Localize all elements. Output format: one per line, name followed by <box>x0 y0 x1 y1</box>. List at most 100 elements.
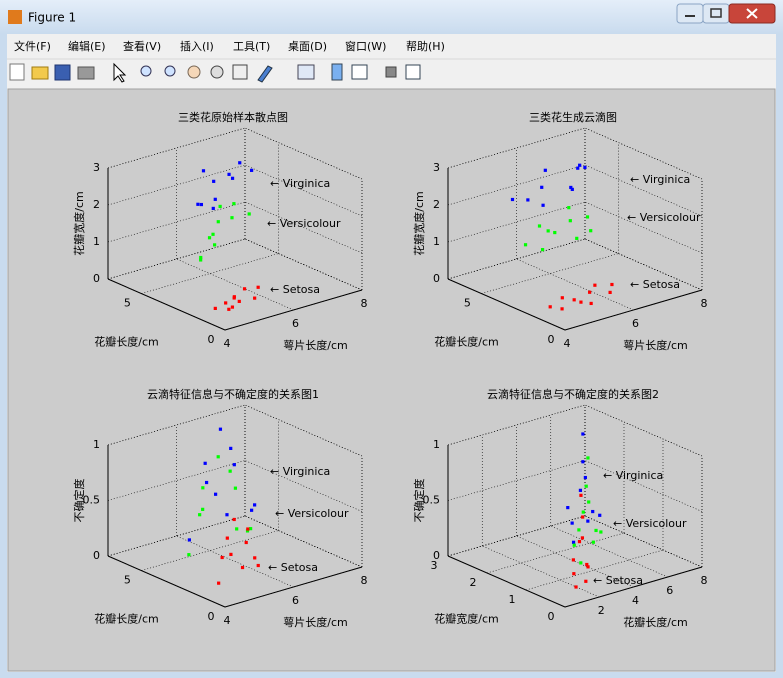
grid-line <box>584 460 703 512</box>
axes-3d: 4 6 8 0 5 0 0.5 1 云滴特征信息与不确定度的关系图1 萼片长度/cm 花瓣长度/cm… <box>72 387 368 629</box>
scatter-point <box>578 163 582 167</box>
scatter-point <box>249 527 253 531</box>
scatter-point <box>187 553 191 557</box>
z-tick-label: 0 <box>93 549 100 562</box>
tool-pointer[interactable] <box>113 62 127 83</box>
plot-title: 云滴特征信息与不确定度的关系图2 <box>487 387 659 401</box>
grid-line <box>550 525 668 578</box>
scatter-point <box>594 528 598 533</box>
annotation: ← Versicolour <box>627 211 701 224</box>
maximize-icon <box>710 8 722 18</box>
tool-zoom-out[interactable] <box>164 65 176 77</box>
tool-legend[interactable] <box>351 64 368 80</box>
scatter-point <box>579 561 583 565</box>
menu-item[interactable]: 桌面(D) <box>288 40 327 53</box>
menu-item[interactable]: 窗口(W) <box>345 39 386 53</box>
scatter-point <box>229 446 233 450</box>
scatter-point <box>220 555 224 560</box>
annotation: ← Virginica <box>270 465 330 478</box>
scatter-point <box>572 543 576 547</box>
y-tick-label: 5 <box>124 297 131 310</box>
tool-rotate[interactable] <box>210 65 224 79</box>
tool-show[interactable] <box>405 64 421 80</box>
scatter-point <box>599 530 603 534</box>
menu-item[interactable]: 编辑(E) <box>68 39 106 53</box>
z-axis-label: 花瓣宽度/cm <box>412 191 426 255</box>
tool-new[interactable] <box>9 63 25 81</box>
grid-line <box>482 545 600 598</box>
menu-item[interactable]: 文件(F) <box>14 39 51 53</box>
scatter-point <box>540 248 545 252</box>
menu-item[interactable]: 插入(I) <box>180 39 214 53</box>
scatter-point <box>581 432 585 436</box>
y-axis-label: 花瓣宽度/cm <box>434 612 498 626</box>
scatter-point <box>213 306 217 310</box>
scatter-point <box>228 469 232 473</box>
annotation: ← Setosa <box>270 283 320 296</box>
x-tick-label: 8 <box>361 297 368 310</box>
scatter-point <box>216 220 220 224</box>
z-axis-label: 不确定度 <box>72 479 86 523</box>
x-tick-label: 6 <box>292 317 299 330</box>
grid-line <box>516 258 634 311</box>
plot-title: 三类花生成云滴图 <box>529 110 617 124</box>
grid-line <box>584 515 703 568</box>
scatter-point <box>214 492 218 496</box>
tool-print[interactable] <box>77 66 95 80</box>
tool-link[interactable] <box>297 64 315 80</box>
tool-colorbar[interactable] <box>331 63 343 81</box>
tool-save[interactable] <box>54 64 71 81</box>
grid-line <box>244 515 363 568</box>
scatter-point <box>566 506 570 510</box>
tool-zoom-in[interactable] <box>140 65 152 77</box>
scatter-point <box>232 202 236 206</box>
scatter-point <box>577 528 581 532</box>
scatter-point <box>216 455 220 459</box>
plot-title: 三类花原始样本散点图 <box>178 110 288 124</box>
tool-open[interactable] <box>31 66 49 80</box>
x-tick-label: 2 <box>598 604 605 617</box>
minimize-button[interactable] <box>676 3 704 24</box>
scatter-point <box>213 197 217 201</box>
tool-pan[interactable] <box>187 65 201 79</box>
scatter-point <box>580 536 585 540</box>
tool-hide[interactable] <box>385 66 397 78</box>
scatter-point <box>540 185 544 189</box>
scatter-point <box>199 258 203 262</box>
scatter-point <box>589 301 593 306</box>
scatter-point <box>227 307 231 311</box>
scatter-point <box>581 510 585 514</box>
tool-datacursor[interactable] <box>232 64 248 80</box>
scatter-point <box>548 305 552 309</box>
scatter-point <box>572 298 576 302</box>
scatter-point <box>560 307 564 311</box>
scatter-point <box>575 236 579 240</box>
z-tick-label: 0.5 <box>423 494 441 507</box>
scatter-point <box>235 527 239 531</box>
scatter-point <box>567 206 571 210</box>
grid-line <box>244 127 363 180</box>
menu-bar: 文件(F) 编辑(E) 查看(V) 插入(I) 工具(T) 桌面(D) 窗口(W) 帮助(H) <box>14 39 445 53</box>
scatter-point <box>593 283 597 287</box>
scatter-point <box>253 556 257 560</box>
tool-brush[interactable] <box>257 65 273 83</box>
scatter-point <box>211 206 215 211</box>
scatter-point <box>230 305 235 309</box>
scatter-point <box>585 562 589 567</box>
scatter-point <box>543 168 547 172</box>
maximize-button[interactable] <box>702 3 730 24</box>
y-axis-label: 花瓣长度/cm <box>434 335 498 349</box>
scatter-point <box>250 168 254 172</box>
menu-item[interactable]: 帮助(H) <box>406 39 445 53</box>
menu-item[interactable]: 工具(T) <box>233 40 270 53</box>
scatter-point <box>238 161 242 165</box>
z-tick-label: 3 <box>433 161 440 174</box>
scatter-point <box>246 527 250 531</box>
menu-item[interactable]: 查看(V) <box>123 39 161 53</box>
scatter-point <box>571 558 575 562</box>
scatter-point <box>224 301 228 305</box>
scatter-point <box>217 581 221 585</box>
z-tick-label: 1 <box>433 235 440 248</box>
x-axis-line <box>224 566 363 608</box>
